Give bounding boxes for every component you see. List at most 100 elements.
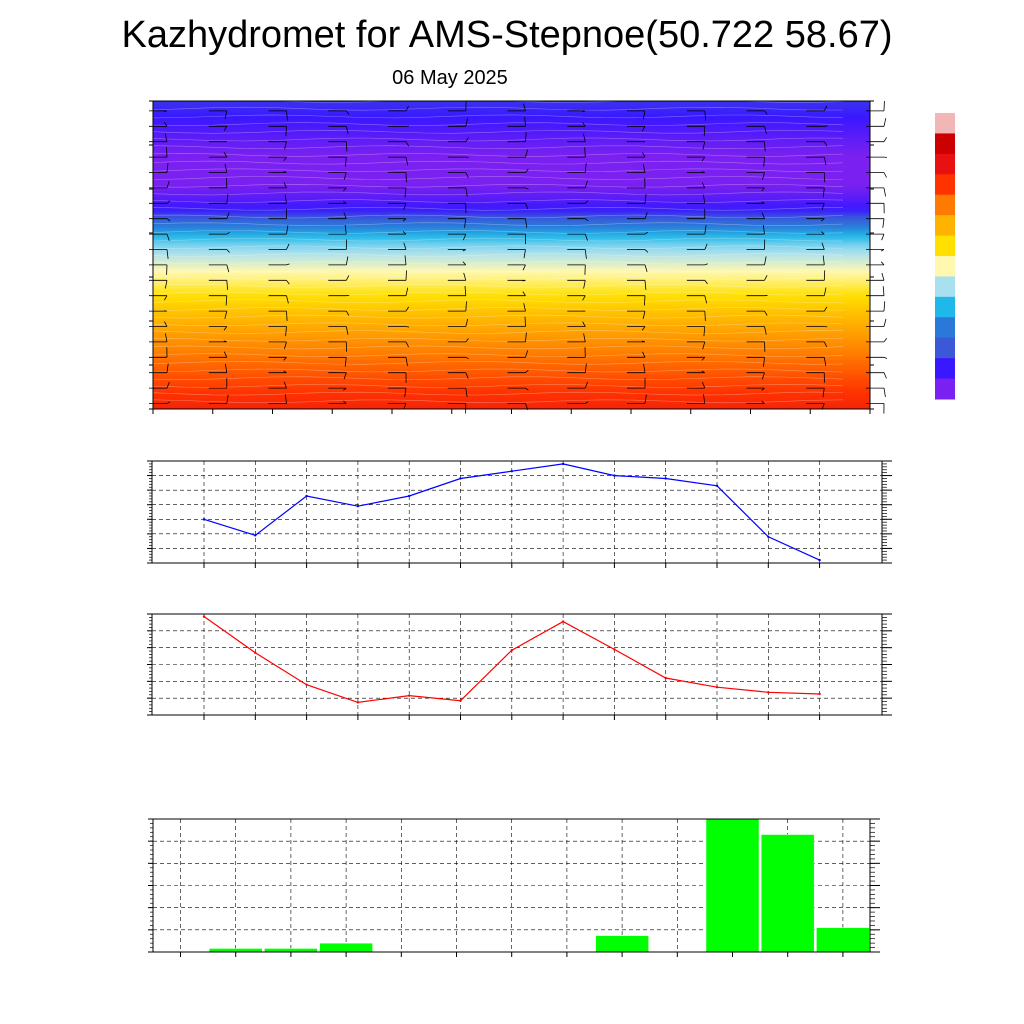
wind-barb [149,200,171,204]
wind-barb [388,387,407,398]
contour-lines [152,99,844,404]
wind-barb [866,301,886,312]
wind-barb [806,187,825,198]
wind-barb [686,370,705,374]
colorbar-swatch [935,174,955,196]
wind-barb [388,270,407,281]
wind-barb [686,141,706,150]
wind-barb [507,291,526,297]
wind-barb [328,256,349,266]
wind-barb [746,110,768,115]
wind-barb [686,156,706,162]
wind-barb [866,272,885,281]
wind-barb [507,303,526,312]
pmsl-data-point [715,484,719,487]
wind-barb [507,218,528,228]
temp2m-data-point [715,686,719,689]
wind-barb [149,264,168,275]
wind-barb [746,400,765,404]
wind-barb [149,381,170,389]
wind-barb [208,194,229,204]
wind-barb [328,110,350,115]
wind-barb [447,338,469,343]
contour-line [152,237,844,242]
contour-line [152,129,844,134]
height-time-section-panel [149,99,888,414]
wind-barb [208,394,229,404]
wind-barb [746,141,766,152]
wind-barb [388,156,409,166]
wind-barb [746,256,767,266]
wind-barb [507,350,529,358]
wind-barb [567,381,588,389]
wind-barb [627,194,647,204]
precip-bar [760,834,815,953]
wind-barb [208,351,228,358]
wind-barb [806,218,825,222]
wind-barb [328,310,350,316]
wind-barb [806,287,827,297]
pmsl-data-point [459,477,462,480]
contour-line [152,230,844,234]
contour-line [152,253,844,257]
wind-barb [567,110,586,113]
wind-barb [447,156,469,158]
wind-barb [268,370,287,374]
wind-barb [746,239,766,250]
wind-barb [686,381,706,389]
wind-barb [208,326,228,331]
colorbar-swatch [935,153,955,175]
wind-barb [806,356,827,366]
wind-barb [866,338,888,343]
wind-barb [447,272,467,281]
wind-barb [388,306,410,312]
wind-barb [268,182,287,189]
pmsl-data-point [254,534,257,537]
wind-barb [447,372,469,379]
wind-barb [208,152,228,158]
wind-barb [268,381,287,389]
wind-barb [567,321,586,327]
contour-line [152,206,844,211]
wind-barb [388,372,407,383]
wind-barb [149,249,169,259]
wind-barb [866,187,886,197]
wind-barb [328,372,347,380]
wind-barb [686,225,707,235]
wind-barb [388,231,407,235]
wind-barb [866,403,885,414]
wind-barb [806,372,825,383]
wind-barb [806,270,826,281]
colorbar-swatch [935,296,955,318]
contour-line [152,353,844,357]
colorbar-swatch [935,215,955,237]
wind-barb [149,233,170,241]
wind-barb [447,387,468,398]
wind-barb [208,295,228,306]
contour-line [152,291,844,296]
wind-barb [627,164,646,173]
temperature-2m-panel [147,613,892,720]
wind-barb [149,363,169,374]
wind-barb [866,218,885,228]
wind-barb [746,156,765,167]
wind-barb [149,279,168,289]
temp2m-data-point [767,691,770,694]
wind-barb [208,264,230,273]
wind-barb [149,133,168,143]
contour-line [152,214,844,219]
wind-barb [866,202,885,214]
contour-line [152,307,844,311]
wind-barb [627,110,646,120]
wind-barb [268,326,287,337]
wind-barb [149,295,168,301]
wind-barb [686,326,706,337]
wind-barb [567,347,586,358]
contour-line [152,199,844,203]
wind-barb [447,187,468,197]
wind-barbs [149,100,888,414]
wind-barb [328,239,347,250]
wind-barb [208,110,228,120]
figure-title: Kazhydromet for AMS-Stepnoe(50.722 58.67… [121,14,892,56]
wind-barb [746,212,765,220]
